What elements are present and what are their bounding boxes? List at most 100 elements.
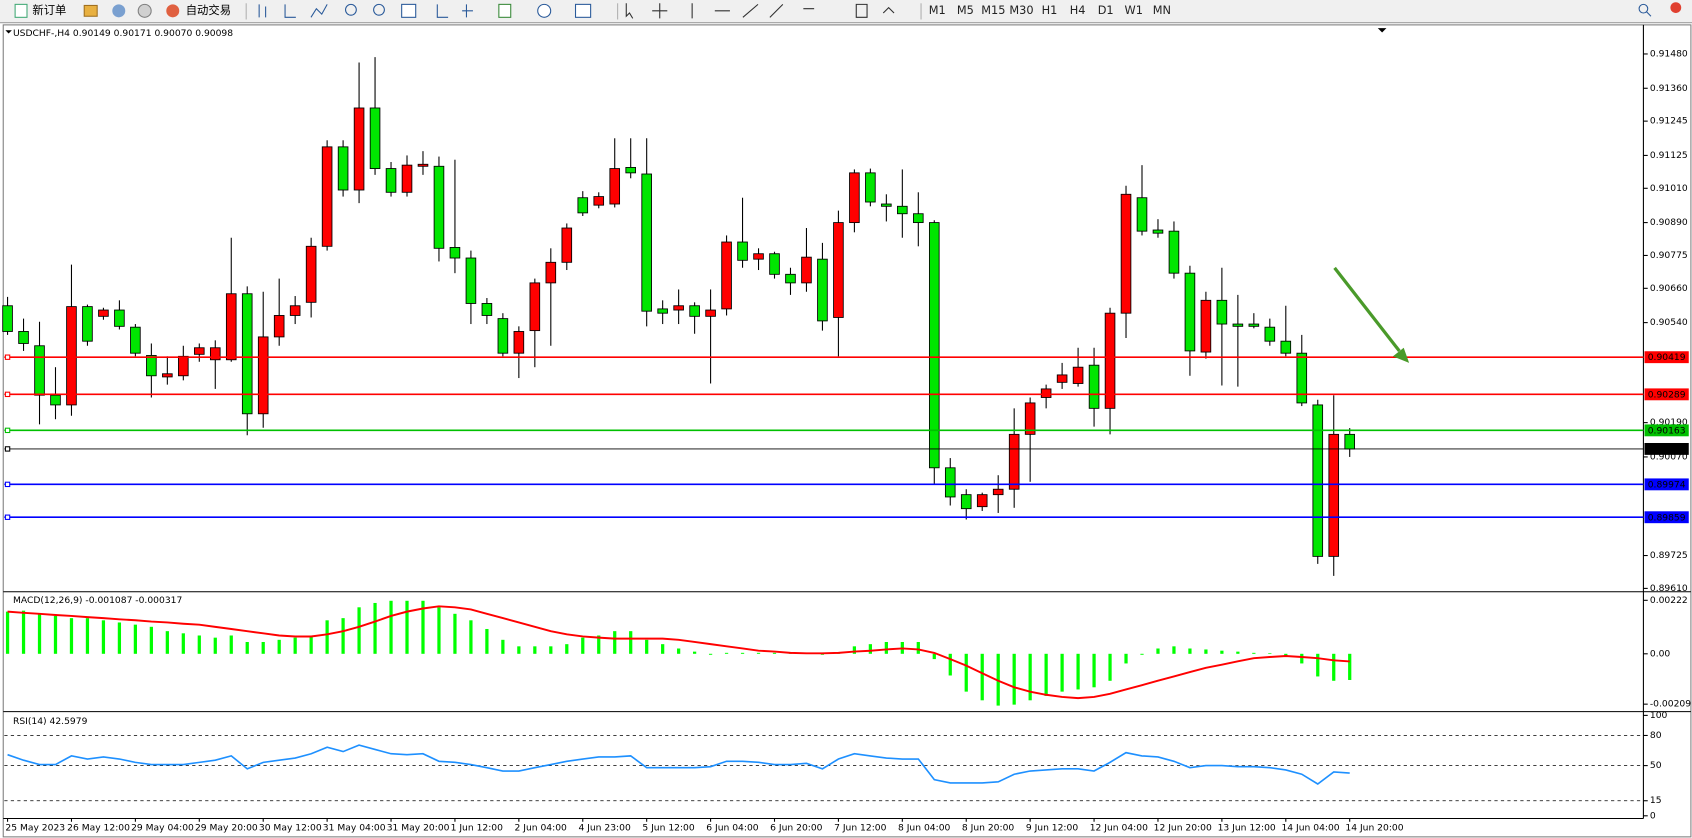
notifications[interactable] xyxy=(1670,2,1682,14)
price-level-handle xyxy=(4,354,11,360)
candle-body xyxy=(369,107,381,170)
macd-bar xyxy=(1188,648,1192,654)
timeframe-button[interactable]: M1 xyxy=(929,3,946,17)
x-tick-label: 29 May 04:00 xyxy=(131,823,194,834)
candle-body xyxy=(577,197,589,214)
macd-bar xyxy=(1220,650,1224,654)
y-tick-label: 0.91125 xyxy=(1650,150,1688,161)
macd-bar xyxy=(1028,653,1032,701)
y-tick-label: 0.91245 xyxy=(1650,116,1688,127)
macd-bar xyxy=(661,644,665,654)
macd-bar xyxy=(357,607,361,654)
candle-body xyxy=(769,253,780,275)
toolbar-items: 新订单 自动交易 M1 M5 M15 M30 H1 H4 D1 W1 MN xyxy=(14,2,1682,20)
candle-body xyxy=(705,309,716,317)
macd-bar xyxy=(341,618,345,654)
templates[interactable] xyxy=(574,3,592,18)
candle-body xyxy=(609,168,621,205)
macd-bar xyxy=(1316,653,1320,677)
macd-bar xyxy=(692,651,697,654)
arrow-head xyxy=(1392,347,1410,363)
x-tick-label: 8 Jun 20:00 xyxy=(962,823,1015,834)
timeframe-button[interactable]: H1 xyxy=(1042,3,1058,17)
candle-body xyxy=(849,172,860,224)
macd-bar xyxy=(421,600,425,654)
candle-body xyxy=(944,467,956,498)
macd-bar xyxy=(325,620,329,654)
candle-body xyxy=(865,172,876,203)
candle-body xyxy=(162,373,173,378)
auto-trading-button[interactable]: 自动交易 xyxy=(186,3,231,17)
x-tick-label: 26 May 12:00 xyxy=(67,823,130,834)
macd-bar xyxy=(565,644,569,654)
candle-body xyxy=(273,315,285,338)
zoom-in[interactable] xyxy=(344,3,357,16)
toolbar-icon[interactable] xyxy=(83,4,98,17)
y-tick-label: 0.00 xyxy=(1650,648,1671,659)
x-tick-label: 13 Jun 12:00 xyxy=(1218,823,1276,834)
candle-body xyxy=(1008,433,1020,490)
timeframe-button[interactable]: H4 xyxy=(1070,3,1086,17)
candle-body xyxy=(1040,388,1052,398)
x-tick-label: 8 Jun 04:00 xyxy=(898,823,951,834)
macd-bar xyxy=(21,610,26,654)
auto-trading-icon[interactable] xyxy=(166,4,180,18)
candle-body xyxy=(1024,402,1036,435)
candle-body xyxy=(1088,364,1100,409)
macd-bar xyxy=(133,624,138,654)
macd-bar xyxy=(948,653,952,676)
search[interactable] xyxy=(1646,11,1652,17)
macd-bar xyxy=(884,641,888,654)
candle-body xyxy=(417,163,429,167)
toolbar-icon[interactable] xyxy=(137,3,152,18)
price-level-label: 0.90163 xyxy=(1648,425,1686,436)
plot: USDCHF-,H4 0.90149 0.90171 0.90070 0.900… xyxy=(2,28,1691,834)
macd-bar xyxy=(1204,649,1208,654)
price-level-handle xyxy=(4,446,11,452)
candle-body xyxy=(241,293,253,415)
candle-body xyxy=(801,256,812,284)
toolbar-icons[interactable] xyxy=(258,4,328,18)
candle-body xyxy=(50,394,61,406)
candle-body xyxy=(18,331,29,344)
candle-body xyxy=(753,253,764,260)
candle-body xyxy=(817,258,828,322)
macd-bar xyxy=(85,618,90,654)
candle-body xyxy=(1120,193,1132,314)
drawing-tools[interactable] xyxy=(625,3,895,19)
new-order-button[interactable]: 新订单 xyxy=(32,3,66,17)
y-tick-label: 0.90190 xyxy=(1650,417,1688,428)
toolbar-icons[interactable] xyxy=(436,4,473,18)
periods[interactable] xyxy=(537,3,552,18)
y-tick-label: 0.00222 xyxy=(1650,595,1688,606)
zoom-out[interactable] xyxy=(373,3,385,16)
macd-bar xyxy=(629,631,633,654)
timeframe-button[interactable]: M15 xyxy=(981,3,1005,17)
new-order-icon[interactable] xyxy=(14,3,28,18)
candle-body xyxy=(785,273,796,284)
macd-bar xyxy=(1156,648,1160,654)
timeframe-button[interactable]: W1 xyxy=(1125,3,1143,17)
toolbar-icon[interactable] xyxy=(112,4,126,18)
timeframe-button[interactable]: MN xyxy=(1153,3,1171,17)
x-tick-label: 14 Jun 20:00 xyxy=(1345,823,1403,834)
macd-bar xyxy=(501,639,505,654)
tile-windows[interactable] xyxy=(401,3,417,18)
x-tick-label: 1 Jun 12:00 xyxy=(451,823,504,834)
macd-bar xyxy=(117,622,122,654)
candle-body xyxy=(529,282,541,332)
candle-body xyxy=(1328,433,1340,557)
macd-bar xyxy=(1332,653,1336,681)
macd-bar xyxy=(405,600,409,654)
y-tick-label: 0.90070 xyxy=(1650,451,1688,462)
timeframe-button[interactable]: M5 xyxy=(957,3,974,17)
timeframe-button[interactable]: D1 xyxy=(1098,3,1114,17)
macd-bar xyxy=(1268,653,1272,654)
macd-bar xyxy=(69,618,74,654)
search[interactable] xyxy=(1638,3,1649,14)
candle-body xyxy=(1072,366,1084,384)
indicators[interactable] xyxy=(498,3,512,18)
timeframe-button[interactable]: M30 xyxy=(1009,3,1033,17)
macd-bar xyxy=(309,635,313,654)
